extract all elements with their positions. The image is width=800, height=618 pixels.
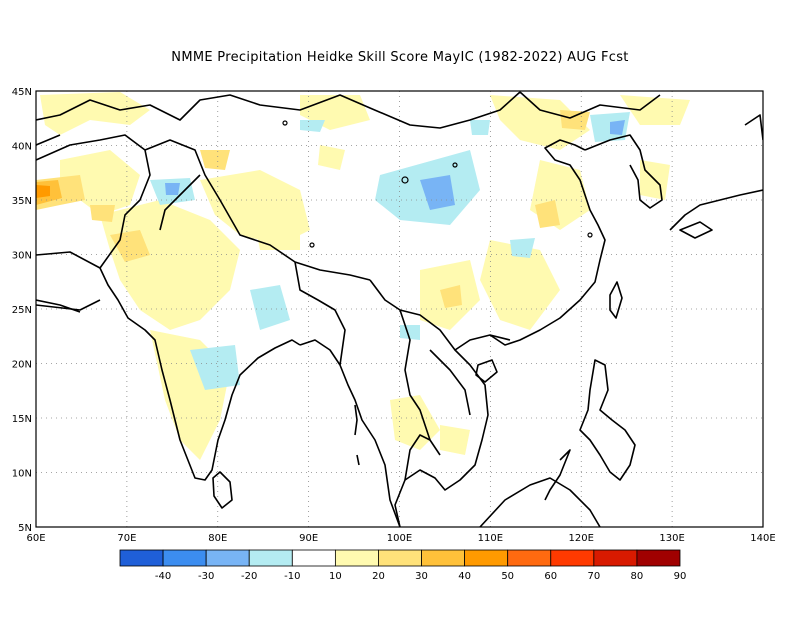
colorbar-label: 60	[544, 571, 557, 582]
colorbar-label: 20	[372, 571, 385, 582]
andaman-islands	[354, 404, 360, 466]
colorbar-label: -40	[155, 571, 171, 582]
colorbar-swatch	[421, 549, 466, 567]
lon-tick-label: 80E	[208, 533, 227, 544]
colorbar-swatch	[464, 549, 509, 567]
map-title: NMME Precipitation Heidke Skill Score Ma…	[171, 50, 629, 65]
sri-lanka	[212, 471, 233, 509]
map-frame	[35, 90, 764, 528]
coastlines-borders	[36, 91, 763, 527]
lon-tick-label: 120E	[569, 533, 594, 544]
colorbar-swatch	[205, 549, 250, 567]
lon-tick-label: 140E	[750, 533, 775, 544]
colorbar-swatch	[162, 549, 207, 567]
colorbar-label: 40	[458, 571, 471, 582]
colorbar-swatch	[593, 549, 638, 567]
lat-tick-label: 25N	[12, 305, 32, 316]
hainan	[475, 359, 498, 383]
lat-tick-label: 15N	[12, 414, 32, 425]
myanmar-coast	[299, 339, 401, 527]
colorbar-label: 90	[674, 571, 687, 582]
india-coastline	[99, 267, 301, 481]
taiwan	[609, 281, 623, 319]
lon-tick-label: 70E	[117, 533, 136, 544]
philippines	[579, 359, 636, 481]
colorbar-label: 30	[415, 571, 428, 582]
lat-tick-label: 40N	[12, 142, 32, 153]
lon-tick-label: 90E	[299, 533, 318, 544]
small-features	[282, 120, 593, 248]
lon-tick-label: 60E	[26, 533, 45, 544]
arabian-coast	[36, 299, 81, 313]
lat-tick-label: 30N	[12, 251, 32, 262]
japan	[669, 114, 763, 239]
colorbar-label: 50	[501, 571, 514, 582]
colorbar-swatch	[291, 549, 336, 567]
colorbar-swatch	[507, 549, 552, 567]
colorbar-swatch	[248, 549, 293, 567]
longitude-labels: 60E 70E 80E 90E 100E 110E 120E 130E 140E	[26, 533, 775, 544]
colorbar-label: 70	[587, 571, 600, 582]
latitude-labels: 5N 10N 15N 20N 25N 30N 35N 40N 45N	[12, 87, 32, 534]
korea	[584, 134, 663, 209]
national-borders	[36, 91, 661, 441]
colorbar-swatch	[550, 549, 595, 567]
palawan	[544, 449, 571, 501]
grid-lines	[36, 91, 763, 527]
skill-shading	[36, 92, 690, 460]
lat-tick-label: 20N	[12, 360, 32, 371]
lat-tick-label: 10N	[12, 469, 32, 480]
borneo	[479, 477, 601, 527]
lat-tick-label: 45N	[12, 87, 32, 98]
colorbar: -40 -30 -20 -10 10 20 30 40 50 60 70 80 90	[119, 549, 687, 582]
indochina-coast	[394, 334, 511, 527]
lon-tick-label: 130E	[659, 533, 684, 544]
colorbar-label: -20	[241, 571, 257, 582]
colorbar-swatch	[119, 549, 164, 567]
lat-tick-label: 35N	[12, 196, 32, 207]
colorbar-label: -10	[284, 571, 300, 582]
colorbar-swatch	[636, 549, 681, 567]
colorbar-swatch	[378, 549, 422, 567]
lon-tick-label: 110E	[478, 533, 503, 544]
gulf-thailand	[404, 434, 441, 481]
colorbar-swatch	[334, 549, 379, 567]
colorbar-label: 80	[631, 571, 644, 582]
south-china-coast	[489, 139, 606, 346]
lat-tick-label: 5N	[18, 523, 32, 534]
lon-tick-label: 100E	[387, 533, 412, 544]
colorbar-label: -30	[198, 571, 214, 582]
colorbar-label: 10	[329, 571, 342, 582]
